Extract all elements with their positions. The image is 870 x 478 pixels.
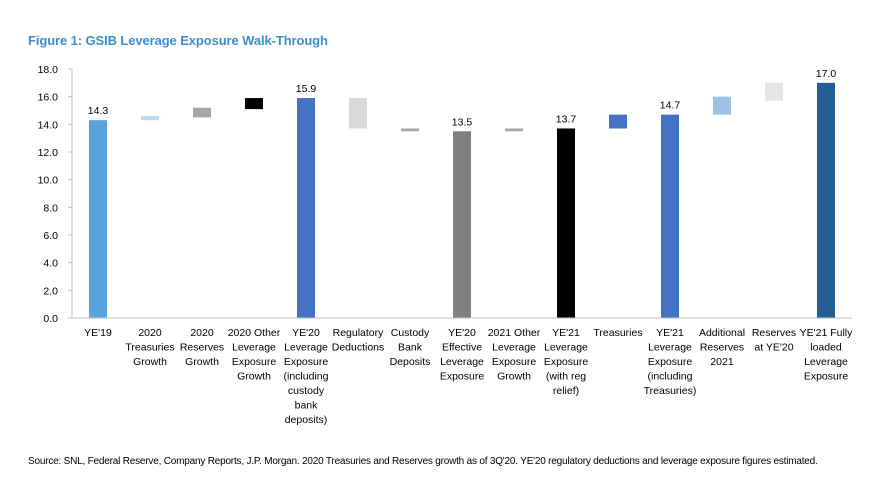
- y-tick-label: 6.0: [43, 230, 58, 242]
- bar-value-label: 14.7: [660, 100, 681, 112]
- x-category-label: 2020 Treasuries Growth: [125, 327, 174, 368]
- source-note: Source: SNL, Federal Reserve, Company Re…: [28, 456, 818, 467]
- bar-value-label: 13.5: [452, 116, 473, 128]
- bar: [89, 120, 107, 318]
- bar-labels-group: 14.3 15.9 13.5 13.7 14.7 17.0: [88, 68, 837, 128]
- y-tick-label: 10.0: [38, 175, 59, 187]
- x-category-label: Reserves at YE'20: [752, 327, 796, 354]
- bar: [661, 114, 679, 319]
- bar-value-label: 17.0: [816, 68, 837, 80]
- bar: [713, 96, 731, 115]
- bar: [401, 128, 419, 132]
- bar-value-label: 15.9: [296, 83, 317, 95]
- bar-value-label: 14.3: [88, 105, 109, 117]
- bar: [245, 98, 263, 110]
- x-category-label: Additional Reserves 2021: [699, 327, 745, 368]
- y-tick-label: 8.0: [43, 202, 58, 214]
- y-tick-label: 4.0: [43, 258, 58, 270]
- x-category-label: YE'20 Effective Leverage Exposure: [440, 327, 485, 383]
- x-category-label: YE'19: [84, 327, 112, 339]
- x-category-label: 2020 Reserves Growth: [180, 327, 224, 368]
- y-tick-label: 14.0: [38, 119, 59, 131]
- y-tick-label: 18.0: [38, 64, 59, 76]
- x-category-label: 2020 Other Leverage Exposure Growth: [228, 327, 281, 383]
- bar: [609, 114, 627, 129]
- bar: [297, 98, 315, 318]
- bar-value-label: 13.7: [556, 113, 577, 125]
- bar: [817, 82, 835, 318]
- x-category-label: Regulatory Deductions: [332, 327, 385, 354]
- bar: [193, 107, 211, 118]
- bar: [349, 98, 367, 129]
- y-tick-label: 12.0: [38, 147, 59, 159]
- x-category-label: YE'20 Leverage Exposure (including custody ba…: [284, 327, 329, 426]
- y-tick-label: 0.0: [43, 313, 58, 325]
- y-axis: 0.0 2.0 4.0 6.0 8.0 10.0 12.0 14.0 16.0 18.0: [38, 64, 73, 325]
- bar: [141, 116, 159, 121]
- x-category-label: YE'21 Leverage Exposure (with reg relief): [544, 327, 589, 397]
- x-category-label: Treasuries: [593, 327, 642, 339]
- bar: [453, 131, 471, 318]
- bar: [765, 82, 783, 101]
- x-category-label: YE'21 Leverage Exposure (including Treasurie…: [644, 327, 697, 397]
- x-category-label: YE'21 Fully loaded Leverage Exposure: [800, 327, 854, 383]
- figure-title: Figure 1: GSIB Leverage Exposure Walk-Th…: [28, 33, 328, 48]
- x-category-label: 2021 Other Leverage Exposure Growth: [488, 327, 541, 383]
- y-tick-label: 2.0: [43, 285, 58, 297]
- bars-group: [89, 82, 835, 319]
- bar: [557, 128, 575, 318]
- bar: [505, 128, 523, 132]
- x-category-label: Custody Bank Deposits: [390, 327, 431, 368]
- y-tick-label: 16.0: [38, 92, 59, 104]
